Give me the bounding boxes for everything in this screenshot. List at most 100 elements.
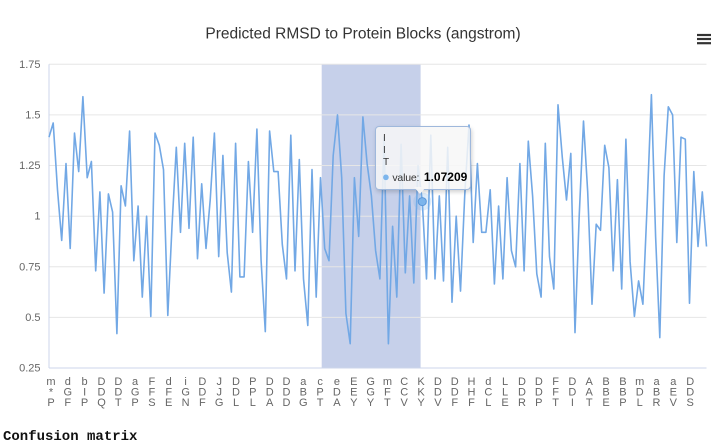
- svg-text:1.75: 1.75: [19, 59, 40, 71]
- svg-text:E: E: [602, 397, 609, 409]
- svg-text:S: S: [687, 397, 694, 409]
- svg-text:L: L: [485, 397, 491, 409]
- svg-text:D: D: [333, 386, 341, 398]
- svg-text:J: J: [216, 386, 222, 398]
- svg-text:P: P: [619, 397, 626, 409]
- svg-text:N: N: [182, 397, 190, 409]
- svg-text:F: F: [149, 376, 156, 388]
- svg-text:Q: Q: [97, 397, 106, 409]
- svg-text:P: P: [249, 376, 256, 388]
- svg-text:R: R: [518, 397, 526, 409]
- svg-text:d: d: [65, 376, 71, 388]
- svg-text:T: T: [586, 397, 593, 409]
- svg-text:a: a: [670, 376, 677, 388]
- svg-text:c: c: [317, 376, 323, 388]
- svg-text:V: V: [670, 397, 678, 409]
- svg-text:P: P: [249, 386, 256, 398]
- svg-text:D: D: [266, 386, 274, 398]
- svg-text:H: H: [468, 386, 476, 398]
- svg-text:m: m: [383, 376, 392, 388]
- svg-text:m: m: [46, 376, 55, 388]
- svg-text:D: D: [568, 386, 576, 398]
- svg-text:F: F: [384, 386, 391, 398]
- svg-text:D: D: [98, 376, 106, 388]
- svg-text:1: 1: [34, 211, 40, 223]
- svg-text:Y: Y: [367, 397, 375, 409]
- svg-text:F: F: [149, 386, 156, 398]
- svg-text:D: D: [518, 386, 526, 398]
- svg-text:G: G: [181, 386, 190, 398]
- svg-text:D: D: [198, 386, 206, 398]
- svg-text:B: B: [619, 376, 626, 388]
- svg-text:D: D: [451, 386, 459, 398]
- svg-text:E: E: [350, 376, 357, 388]
- svg-text:m: m: [635, 376, 644, 388]
- svg-text:F: F: [552, 376, 559, 388]
- svg-text:L: L: [637, 397, 643, 409]
- svg-text:1.25: 1.25: [19, 160, 40, 172]
- svg-text:D: D: [283, 376, 291, 388]
- svg-text:B: B: [300, 386, 307, 398]
- svg-text:F: F: [552, 386, 559, 398]
- svg-text:H: H: [468, 376, 476, 388]
- svg-text:i: i: [184, 376, 186, 388]
- svg-text:B: B: [653, 386, 660, 398]
- svg-text:T: T: [317, 397, 324, 409]
- svg-text:E: E: [670, 386, 677, 398]
- svg-text:G: G: [299, 397, 308, 409]
- svg-text:0.75: 0.75: [19, 261, 40, 273]
- svg-text:D: D: [686, 386, 694, 398]
- svg-text:D: D: [518, 376, 526, 388]
- svg-text:F: F: [451, 397, 458, 409]
- svg-text:T: T: [115, 397, 122, 409]
- svg-text:D: D: [686, 376, 694, 388]
- svg-text:b: b: [82, 376, 88, 388]
- svg-text:L: L: [233, 397, 239, 409]
- svg-text:D: D: [636, 386, 644, 398]
- svg-text:D: D: [198, 376, 206, 388]
- svg-text:P: P: [535, 397, 542, 409]
- svg-text:Y: Y: [417, 397, 425, 409]
- svg-text:D: D: [114, 386, 122, 398]
- svg-text:A: A: [266, 397, 274, 409]
- svg-text:C: C: [400, 376, 408, 388]
- svg-text:K: K: [417, 376, 425, 388]
- svg-text:K: K: [417, 386, 425, 398]
- svg-text:L: L: [250, 397, 256, 409]
- svg-text:D: D: [283, 397, 291, 409]
- svg-text:T: T: [384, 397, 391, 409]
- svg-text:d: d: [166, 376, 172, 388]
- svg-text:Predicted RMSD to Protein Bloc: Predicted RMSD to Protein Blocks (angstr…: [205, 26, 520, 43]
- svg-text:G: G: [366, 386, 375, 398]
- svg-text:G: G: [215, 397, 224, 409]
- svg-text:D: D: [535, 376, 543, 388]
- svg-text:a: a: [300, 376, 307, 388]
- svg-text:A: A: [333, 397, 341, 409]
- svg-text:P: P: [131, 397, 138, 409]
- svg-text:E: E: [501, 397, 508, 409]
- svg-text:G: G: [64, 386, 73, 398]
- svg-text:I: I: [571, 397, 574, 409]
- svg-text:G: G: [366, 376, 375, 388]
- svg-text:C: C: [400, 386, 408, 398]
- svg-text:D: D: [535, 386, 543, 398]
- svg-text:a: a: [132, 376, 139, 388]
- svg-text:R: R: [653, 397, 661, 409]
- svg-text:P: P: [316, 386, 323, 398]
- svg-text:D: D: [98, 386, 106, 398]
- svg-text:B: B: [619, 386, 626, 398]
- svg-text:0.25: 0.25: [19, 363, 40, 375]
- svg-text:A: A: [586, 376, 594, 388]
- svg-text:0.5: 0.5: [25, 312, 40, 324]
- svg-text:S: S: [148, 397, 155, 409]
- svg-text:T: T: [552, 397, 559, 409]
- svg-text:*: *: [49, 386, 54, 398]
- svg-text:D: D: [451, 376, 459, 388]
- svg-text:D: D: [434, 376, 442, 388]
- svg-text:D: D: [434, 386, 442, 398]
- svg-text:e: e: [334, 376, 340, 388]
- svg-text:F: F: [165, 386, 172, 398]
- svg-text:D: D: [232, 386, 240, 398]
- svg-text:a: a: [653, 376, 660, 388]
- svg-text:B: B: [602, 386, 609, 398]
